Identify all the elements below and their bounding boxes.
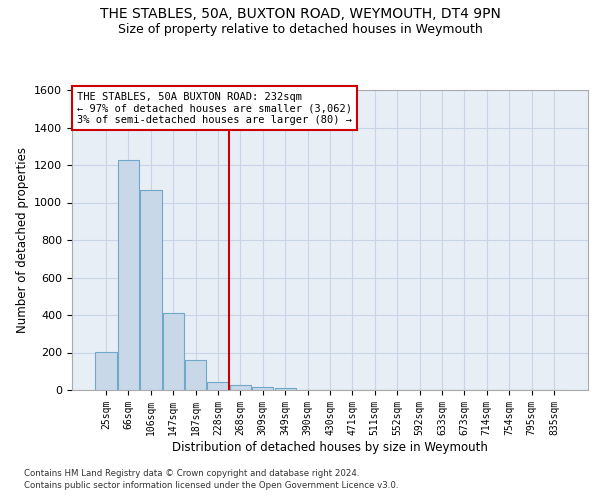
Bar	[185, 360, 206, 390]
Text: Contains public sector information licensed under the Open Government Licence v3: Contains public sector information licen…	[24, 481, 398, 490]
Bar	[275, 388, 296, 390]
Bar	[95, 352, 117, 390]
Bar	[252, 387, 274, 390]
Y-axis label: Number of detached properties: Number of detached properties	[16, 147, 29, 333]
Text: THE STABLES, 50A BUXTON ROAD: 232sqm
← 97% of detached houses are smaller (3,062: THE STABLES, 50A BUXTON ROAD: 232sqm ← 9…	[77, 92, 352, 124]
Bar	[163, 313, 184, 390]
Bar	[230, 386, 251, 390]
Text: Size of property relative to detached houses in Weymouth: Size of property relative to detached ho…	[118, 22, 482, 36]
Bar	[140, 190, 161, 390]
Text: Contains HM Land Registry data © Crown copyright and database right 2024.: Contains HM Land Registry data © Crown c…	[24, 468, 359, 477]
Bar	[208, 382, 229, 390]
X-axis label: Distribution of detached houses by size in Weymouth: Distribution of detached houses by size …	[172, 440, 488, 454]
Text: THE STABLES, 50A, BUXTON ROAD, WEYMOUTH, DT4 9PN: THE STABLES, 50A, BUXTON ROAD, WEYMOUTH,…	[100, 8, 500, 22]
Bar	[118, 160, 139, 390]
